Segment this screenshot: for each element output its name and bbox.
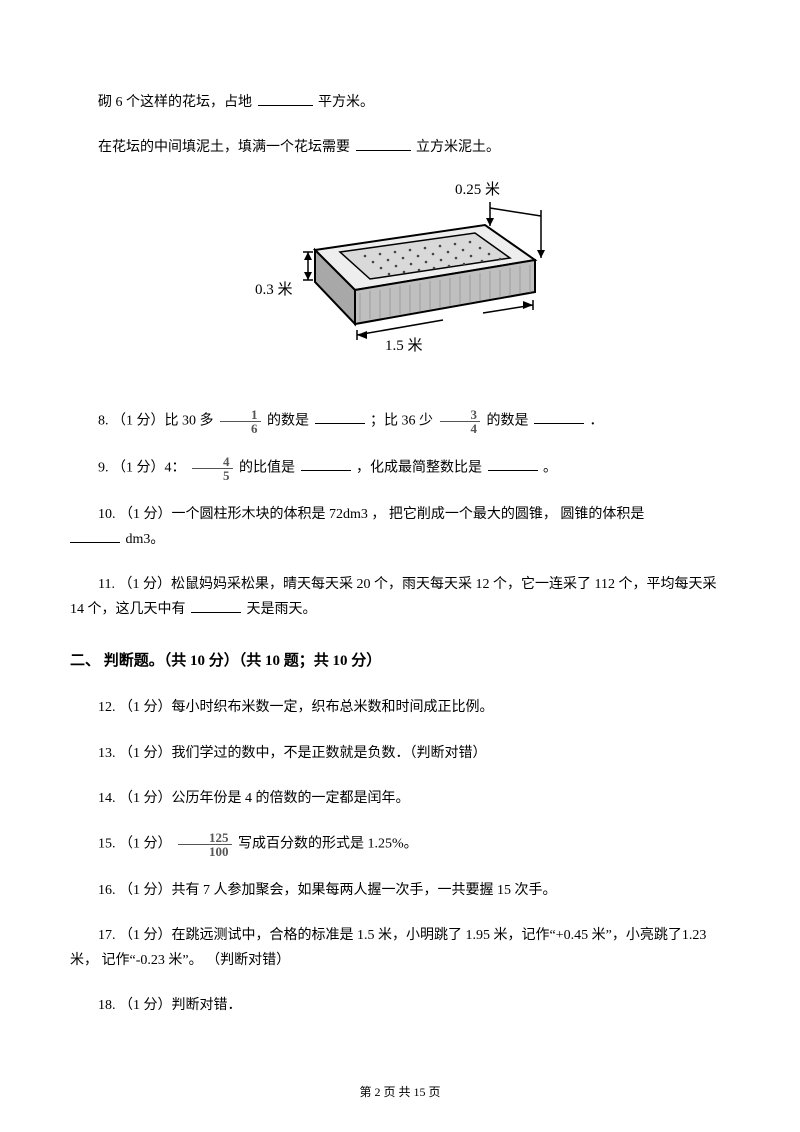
blank[interactable] [301,456,351,471]
q-top-line2: 在花坛的中间填泥土，填满一个花坛需要 立方米泥土。 [70,135,730,160]
question-8: 8. （1 分）比 30 多 1 6 的数是 ；比 36 少 3 4 的数是 ． [70,408,730,435]
fraction-125-100: 125 100 [178,831,232,858]
question-14: 14. （1 分）公历年份是 4 的倍数的一定都是闰年。 [70,786,730,811]
text: 。 [543,460,557,475]
text: 的比值是 [239,460,295,475]
page-footer: 第 2 页 共 15 页 [0,1082,800,1104]
question-12: 12. （1 分）每小时织布米数一定，织布总米数和时间成正比例。 [70,695,730,720]
blank[interactable] [70,527,120,542]
bottom-label: 1.5 米 [385,337,423,354]
text: 在花坛的中间填泥土，填满一个花坛需要 [98,140,350,155]
blank[interactable] [534,409,584,424]
blank[interactable] [356,136,411,151]
question-18: 18. （1 分）判断对错． [70,993,730,1018]
fraction-1-6: 1 6 [220,408,261,435]
text: dm3。 [126,532,165,547]
question-9: 9. （1 分）4： 4 5 的比值是 ，化成最简整数比是 。 [70,455,730,482]
question-10: 10. （1 分）一个圆柱形木块的体积是 72dm3 ， 把它削成一个最大的圆锥… [70,502,730,552]
question-13: 13. （1 分）我们学过的数中，不是正数就是负数．（判断对错） [70,741,730,766]
question-16: 16. （1 分）共有 7 人参加聚会，如果每两人握一次手，一共要握 15 次手… [70,878,730,903]
question-15: 15. （1 分） 125 100 写成百分数的形式是 1.25%。 [70,831,730,858]
question-17: 17. （1 分）在跳远测试中，合格的标准是 1.5 米，小明跳了 1.95 米… [70,923,730,973]
text: 的数是 [267,413,309,428]
text: 天是雨天。 [247,602,317,617]
flowerbed-svg: 0.25 米 0.3 米 1.5 米 [255,180,545,370]
blank[interactable] [488,456,538,471]
text: ；比 36 少 [370,413,437,428]
text: ，化成最简整数比是 [356,460,482,475]
text: 写成百分数的形式是 1.25%。 [238,837,418,852]
blank[interactable] [258,91,313,106]
blank[interactable] [191,598,241,613]
question-11: 11. （1 分）松鼠妈妈采松果，晴天每天采 20 个，雨天每天采 12 个，它… [70,572,730,622]
text: 11. （1 分）松鼠妈妈采松果，晴天每天采 20 个，雨天每天采 12 个，它… [70,577,716,617]
text: 平方米。 [318,95,374,110]
text: 砌 6 个这样的花坛，占地 [98,95,252,110]
top-label: 0.25 米 [455,181,500,198]
text: 的数是 [487,413,529,428]
text: 8. （1 分）比 30 多 [98,413,217,428]
fraction-4-5: 4 5 [192,455,233,482]
left-label: 0.3 米 [255,281,293,298]
text: 立方米泥土。 [416,140,500,155]
text: 15. （1 分） [98,837,172,852]
text: 9. （1 分）4： [98,460,186,475]
q-top-line1: 砌 6 个这样的花坛，占地 平方米。 [70,90,730,115]
flowerbed-figure: 0.25 米 0.3 米 1.5 米 [70,180,730,379]
blank[interactable] [315,409,365,424]
fraction-3-4: 3 4 [440,408,481,435]
section-2-header: 二、 判断题。（共 10 分）（共 10 题；共 10 分） [70,648,730,675]
text: ． [590,413,604,428]
text: 10. （1 分）一个圆柱形木块的体积是 72dm3 ， 把它削成一个最大的圆锥… [98,507,644,522]
